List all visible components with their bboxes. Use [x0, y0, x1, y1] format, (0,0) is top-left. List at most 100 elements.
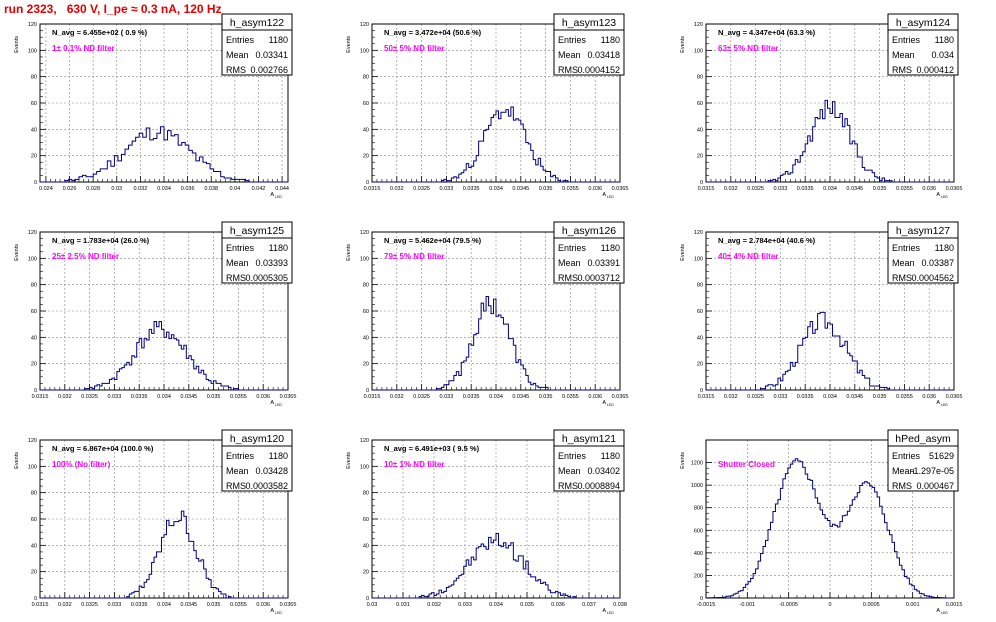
stats-label: Mean: [558, 466, 581, 476]
y-tick-label: 120: [28, 230, 37, 236]
x-tick-label: 0.033: [440, 394, 454, 400]
y-tick-label: 80: [31, 491, 37, 497]
x-tick-label: 0.0355: [896, 394, 913, 400]
y-tick-label: 1000: [691, 483, 703, 489]
x-tick-label: 0.035: [873, 394, 887, 400]
y-tick-label: 40: [31, 543, 37, 549]
x-axis-sub-label: LED: [275, 195, 282, 199]
navg-label: N_avg = 6.491e+03 ( 9.5 %): [384, 444, 480, 453]
stats-box: [553, 445, 625, 492]
y-tick-label: 100: [28, 256, 37, 262]
navg-label: N_avg = 1.783e+04 (26.0 %): [52, 236, 150, 245]
navg-label: N_avg = 2.784e+04 (40.6 %): [718, 236, 816, 245]
y-tick-label: 80: [697, 283, 703, 289]
y-tick-label: 100: [28, 48, 37, 54]
x-tick-label: 0.0355: [230, 394, 247, 400]
histogram-line: [40, 321, 288, 391]
y-tick-label: 60: [31, 517, 37, 523]
filter-note: 40± 4% ND filter: [718, 252, 778, 261]
y-tick-label: 20: [697, 154, 703, 160]
x-tick-label: 0.034: [823, 186, 837, 192]
x-tick-label: 0.035: [520, 602, 534, 608]
y-tick-label: 0: [700, 388, 703, 394]
x-tick-label: 0.0315: [698, 394, 715, 400]
stats-label: RMS: [558, 481, 578, 491]
x-tick-label: 0.0355: [230, 602, 247, 608]
stats-value: 1180: [269, 35, 288, 45]
x-tick-label: 0.036: [922, 394, 936, 400]
y-tick-label: 600: [694, 528, 703, 534]
filter-note: 63± 5% ND filter: [718, 44, 778, 53]
stats-value: 0.0008894: [577, 481, 620, 491]
y-tick-label: 0: [34, 180, 37, 186]
histogram-panel-h_asym123: 0 20 40 60 80 100 120 0.0315 0.032 0.0325 0.033 0.0…: [346, 13, 628, 199]
y-tick-label: 80: [31, 75, 37, 81]
x-tick-label: 0.038: [204, 186, 218, 192]
x-tick-label: 0.036: [256, 602, 270, 608]
x-axis-sub-label: LED: [941, 611, 948, 615]
x-tick-label: 0.034: [489, 602, 503, 608]
stats-value: 51629: [929, 451, 954, 461]
stats-value: 0.0005305: [245, 273, 288, 283]
y-tick-label: 0: [34, 596, 37, 602]
stats-label: Mean: [892, 466, 915, 476]
x-tick-label: 0.035: [539, 186, 553, 192]
y-tick-label: 100: [694, 48, 703, 54]
stats-value: 0.03428: [255, 466, 288, 476]
x-axis-sub-label: LED: [607, 195, 614, 199]
stats-label: Mean: [892, 258, 915, 268]
y-tick-label: 40: [697, 127, 703, 133]
x-tick-label: 0.034: [157, 186, 171, 192]
filter-note: 10± 1% ND filter: [384, 460, 444, 469]
y-tick-label: 100: [360, 48, 369, 54]
x-tick-label: 0.036: [181, 186, 195, 192]
y-tick-label: 40: [363, 543, 369, 549]
y-tick-label: 100: [360, 464, 369, 470]
x-tick-label: 0.036: [256, 394, 270, 400]
stats-box: [887, 445, 959, 492]
y-tick-label: 0: [34, 388, 37, 394]
x-tick-label: 0.033: [108, 394, 122, 400]
y-tick-label: 60: [697, 101, 703, 107]
stats-label: Mean: [226, 50, 249, 60]
x-tick-label: 0.0365: [946, 186, 963, 192]
histogram-panel-h_asym127: 0 20 40 60 80 100 120 0.0315 0.032 0.0325 0.033 0.0…: [680, 221, 962, 407]
x-tick-label: 0.0355: [562, 394, 579, 400]
stats-label: Entries: [226, 35, 255, 45]
y-tick-label: 80: [697, 75, 703, 81]
stats-label: Mean: [226, 258, 249, 268]
y-tick-label: 120: [360, 22, 369, 28]
navg-label: N_avg = 6.455e+02 ( 0.9 %): [52, 28, 148, 37]
x-tick-label: 0.0355: [896, 186, 913, 192]
navg-label: N_avg = 5.462e+04 (79.5 %): [384, 236, 482, 245]
filter-note: 100% (No filter): [52, 460, 111, 469]
y-tick-label: 60: [363, 309, 369, 315]
filter-note: 50± 5% ND filter: [384, 44, 444, 53]
stats-label: Entries: [226, 451, 255, 461]
stats-box: [553, 29, 625, 76]
y-axis-label: Events: [346, 452, 352, 469]
x-axis-label: A: [270, 192, 274, 198]
y-axis-label: Events: [14, 36, 20, 53]
stats-value: 0.03418: [587, 50, 620, 60]
stats-box: [221, 29, 293, 76]
y-tick-label: 0: [366, 388, 369, 394]
stats-label: Mean: [892, 50, 915, 60]
x-tick-label: 0.0365: [280, 394, 297, 400]
y-tick-label: 60: [697, 309, 703, 315]
stats-value: 1180: [601, 35, 620, 45]
stats-label: Mean: [558, 50, 581, 60]
x-tick-label: 0.03: [111, 186, 122, 192]
x-tick-label: 0.028: [86, 186, 100, 192]
y-tick-label: 60: [31, 309, 37, 315]
x-tick-label: 0.035: [539, 394, 553, 400]
stats-value: 0.0003582: [245, 481, 288, 491]
x-axis-label: A: [270, 400, 274, 406]
y-tick-label: 40: [697, 335, 703, 341]
x-tick-label: 0.044: [275, 186, 289, 192]
stats-value: 1180: [601, 451, 620, 461]
y-tick-label: 80: [363, 283, 369, 289]
y-tick-label: 120: [28, 438, 37, 444]
x-axis-sub-label: LED: [941, 403, 948, 407]
